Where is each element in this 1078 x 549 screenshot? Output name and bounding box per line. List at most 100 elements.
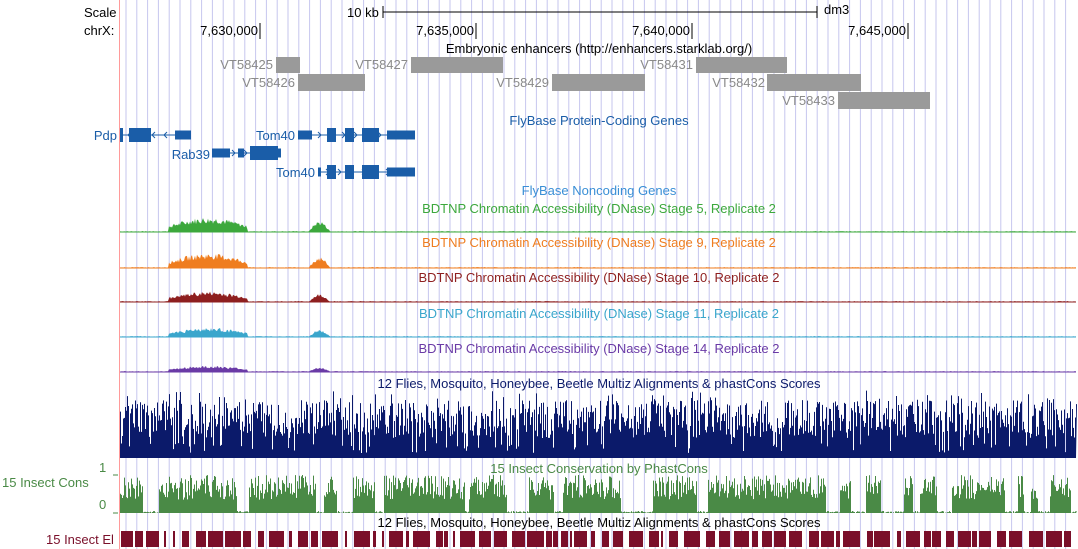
insect-el-block (752, 531, 758, 547)
insect-el-block (494, 531, 507, 547)
insect-el-block (774, 531, 786, 547)
insect-el-block (789, 531, 802, 547)
gene-exon (129, 128, 151, 142)
gene-exon (212, 148, 230, 158)
noncoding-genes-track-title[interactable]: FlyBase Noncoding Genes (521, 183, 677, 198)
insect-el-block (512, 531, 525, 547)
insect-el-block (629, 531, 643, 547)
position-tick-label: 7,645,000 (848, 23, 906, 38)
insect-el-block (946, 531, 954, 547)
insect-el-block (269, 531, 284, 547)
dnase-stage11-track-title[interactable]: BDTNP Chromatin Accessibility (DNase) St… (418, 306, 780, 321)
scalebar-label: 10 kb (347, 5, 379, 20)
insect-el-block (843, 531, 860, 547)
insect-el-block (436, 531, 443, 547)
insect-el-block (1046, 531, 1062, 547)
insect-el-block (867, 531, 873, 547)
enhancer-label[interactable]: VT58425 (220, 57, 273, 72)
gene-strand-arrow (353, 131, 358, 139)
gene-strand-arrow (317, 131, 322, 139)
gene-exon (327, 165, 336, 179)
enhancer-label[interactable]: VT58429 (496, 75, 549, 90)
enhancer-label[interactable]: VT58427 (355, 57, 408, 72)
enhancers-track-title[interactable]: Embryonic enhancers (http://enhancers.st… (445, 41, 753, 56)
insect-el-block (997, 531, 1006, 547)
insect-el-block (354, 531, 370, 547)
insect-cons-side-label[interactable]: 15 Insect Cons (2, 475, 89, 490)
dnase-stage9-track-title[interactable]: BDTNP Chromatin Accessibility (DNase) St… (422, 235, 776, 250)
gene-exon (362, 128, 379, 142)
gene-label[interactable]: Tom40 (275, 165, 315, 180)
gene-exon (238, 148, 244, 158)
gene-label[interactable]: Rab39 (171, 147, 210, 162)
gene-exon (175, 130, 191, 140)
enhancer-feature (552, 74, 645, 91)
insect-el-block (821, 531, 834, 547)
insect-el-block (373, 531, 376, 547)
gene-exon (345, 128, 354, 142)
insect-el-block (322, 531, 338, 547)
multiz-track-title[interactable]: 12 Flies, Mosquito, Honeybee, Beetle Mul… (377, 376, 821, 391)
multiz-signal (120, 390, 1077, 458)
gene-strand-arrow (337, 168, 342, 176)
insect-el-block (389, 531, 403, 547)
enhancer-feature (838, 92, 930, 109)
dnase-signal (120, 327, 1076, 337)
enhancer-label[interactable]: VT58426 (242, 75, 295, 90)
insect-el-block (164, 531, 166, 547)
gene-exon (362, 165, 379, 179)
insect-el-block (602, 531, 609, 547)
enhancer-label[interactable]: VT58431 (640, 57, 693, 72)
insect-el-block (836, 531, 840, 547)
dnase-signal (120, 218, 1076, 232)
insect-el-block (1009, 531, 1022, 547)
insect-el-block (684, 531, 700, 547)
insect-el-block (897, 531, 901, 547)
insect-el-block (874, 531, 890, 547)
gene-exon (318, 167, 321, 177)
insect-el-block (574, 531, 587, 547)
gene-strand-arrow (243, 149, 248, 157)
insect-el-block (546, 531, 552, 547)
insect-el-block (527, 531, 544, 547)
insect-el-block (121, 531, 133, 547)
enhancer-label[interactable]: VT58432 (712, 75, 765, 90)
dnase-stage14-track-title[interactable]: BDTNP Chromatin Accessibility (DNase) St… (418, 341, 780, 356)
position-tick-label: 7,640,000 (632, 23, 690, 38)
gene-exon (278, 148, 281, 158)
insect-cons-axis-min: 0 (99, 497, 107, 512)
enhancer-label[interactable]: VT58433 (782, 93, 835, 108)
insect-el-block (146, 531, 159, 547)
insect-el-block (406, 531, 409, 547)
insect-el-track-title[interactable]: 12 Flies, Mosquito, Honeybee, Beetle Mul… (377, 515, 821, 530)
insect-el-block (444, 531, 448, 547)
enhancer-feature (411, 57, 503, 73)
insect-el-block (809, 531, 819, 547)
insect-el-block (258, 531, 264, 547)
insect-el-block (479, 531, 491, 547)
gene-label[interactable]: Tom40 (255, 128, 295, 143)
assembly-label: dm3 (824, 2, 850, 17)
insect-el-block (289, 531, 292, 547)
insect-cons-track-title[interactable]: 15 Insect Conservation by PhastCons (490, 461, 708, 476)
insect-el-block (460, 531, 475, 547)
insect-el-block (591, 531, 595, 547)
insect-el-block (958, 531, 971, 547)
insect-el-block (1029, 531, 1043, 547)
dnase-signal (120, 366, 1076, 372)
insect-el-block (345, 531, 347, 547)
enhancer-feature (276, 57, 300, 73)
gene-strand-arrow (151, 131, 156, 139)
dnase-stage5-track-title[interactable]: BDTNP Chromatin Accessibility (DNase) St… (422, 201, 776, 216)
insect-el-block (661, 531, 663, 547)
gene-exon (345, 165, 354, 179)
gene-exon (298, 130, 312, 140)
enhancer-feature (767, 74, 861, 91)
gene-strand-arrow (231, 149, 236, 157)
protein-genes-track-title[interactable]: FlyBase Protein-Coding Genes (509, 113, 689, 128)
gene-label[interactable]: Pdp (93, 128, 117, 143)
insect-el-side-label[interactable]: 15 Insect El (46, 532, 114, 547)
dnase-stage10-track-title[interactable]: BDTNP Chromatin Accessibility (DNase) St… (418, 270, 780, 285)
